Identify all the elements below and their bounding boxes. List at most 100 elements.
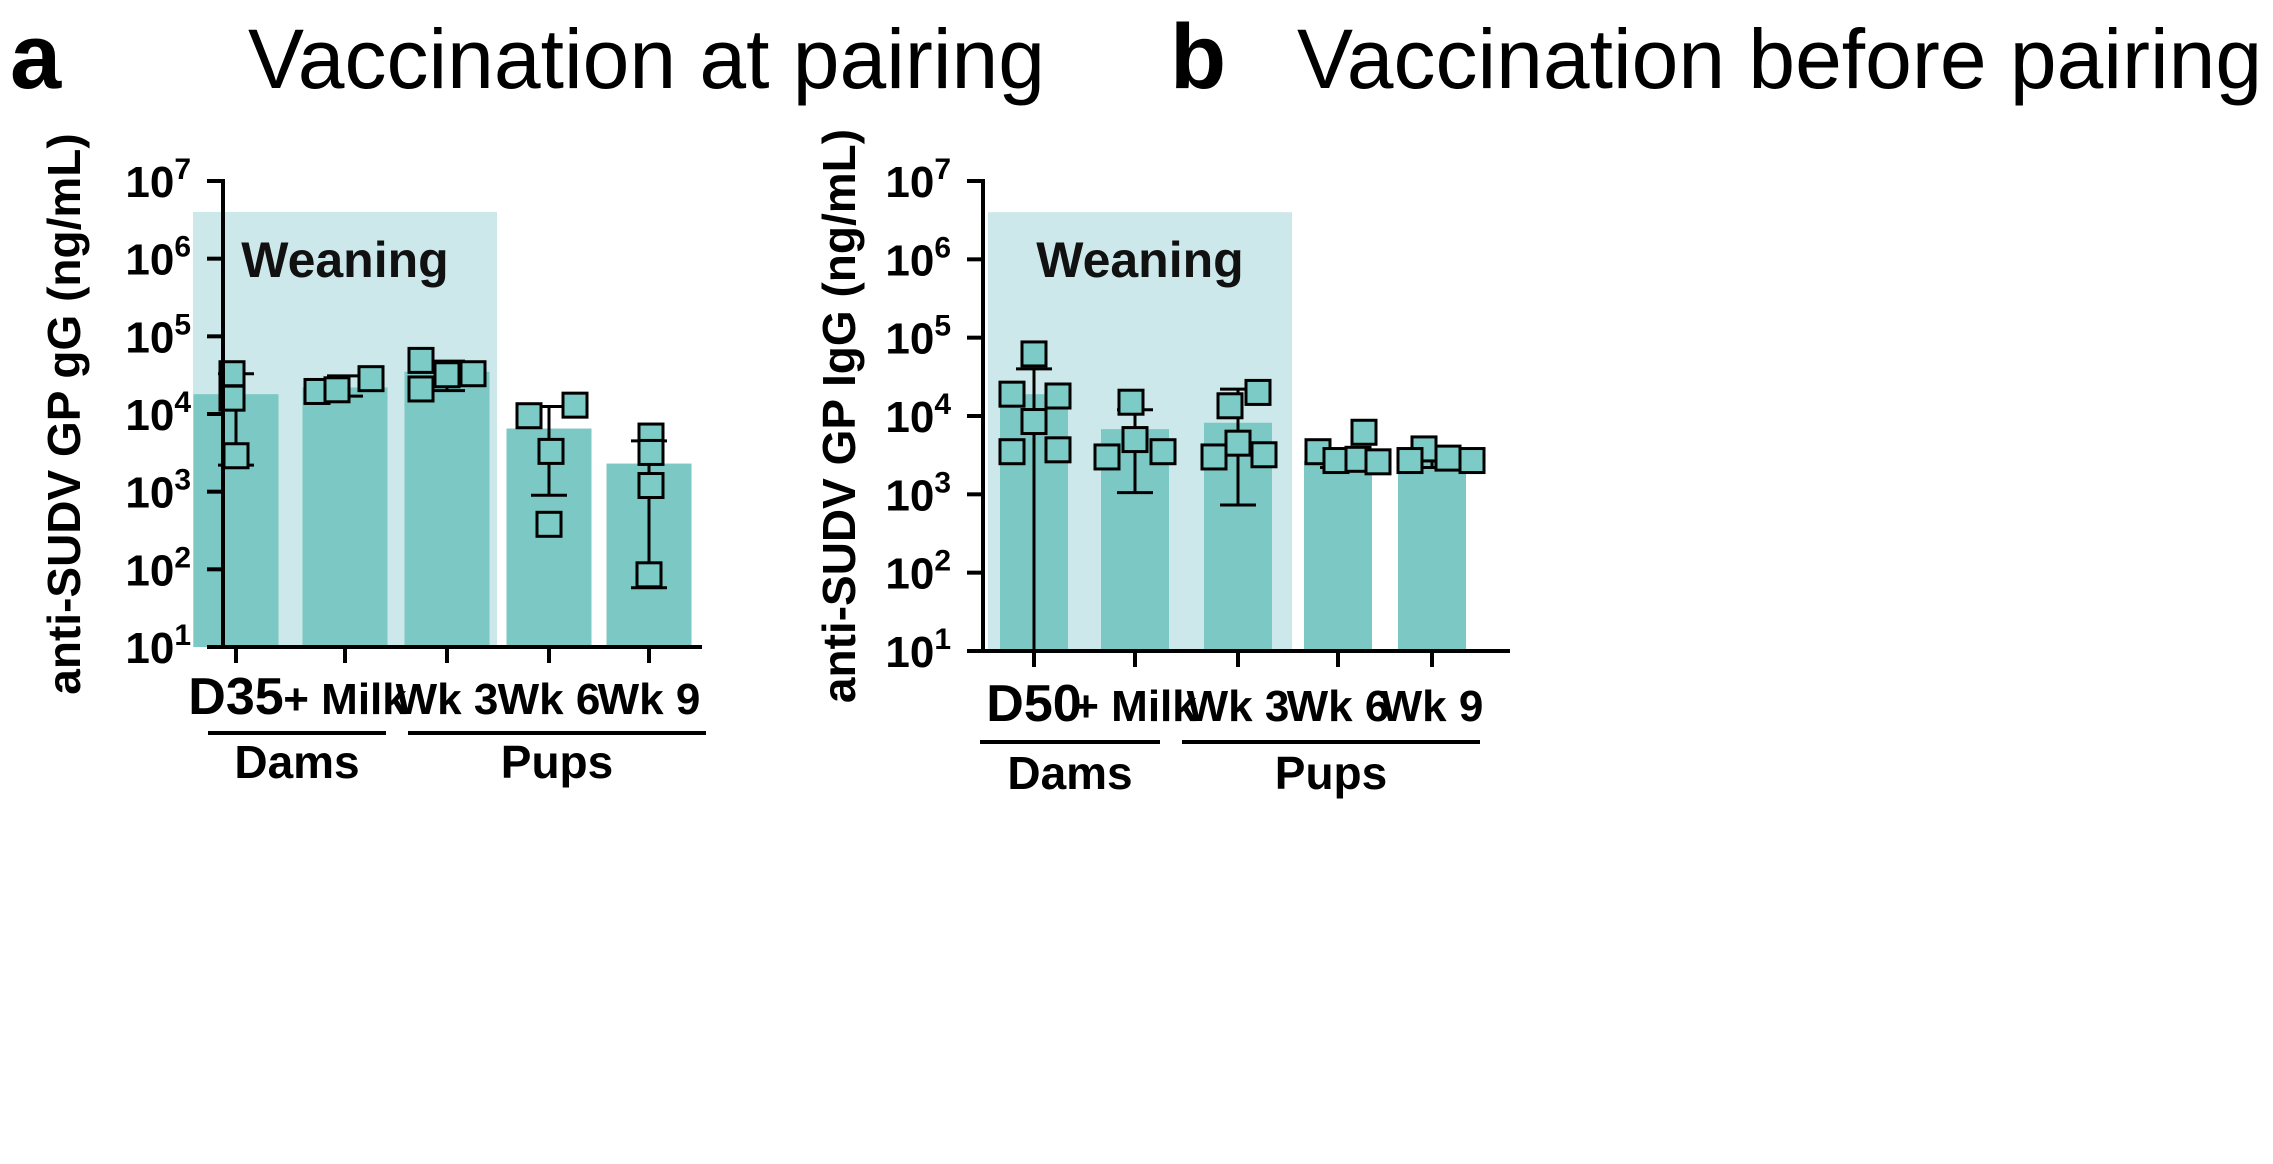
y-tick-label: 104 bbox=[125, 386, 191, 440]
panel-a-letter: a bbox=[10, 6, 62, 108]
category-label: Wk 3 bbox=[396, 675, 499, 724]
data-point bbox=[1364, 448, 1392, 476]
group-label-dams: Dams bbox=[1007, 747, 1132, 799]
data-point bbox=[537, 437, 565, 465]
bar-milk bbox=[302, 387, 388, 647]
y-tick-label: 107 bbox=[885, 153, 951, 207]
y-tick-label: 104 bbox=[885, 388, 951, 442]
y-tick-base: 10 bbox=[885, 236, 934, 285]
data-point bbox=[1224, 429, 1252, 457]
bar-wk-3 bbox=[404, 371, 490, 647]
y-tick-exponent: 6 bbox=[934, 231, 951, 264]
data-point bbox=[998, 380, 1026, 408]
data-point bbox=[515, 402, 543, 430]
y-tick-exponent: 5 bbox=[934, 310, 951, 343]
bar-wk-6 bbox=[1304, 460, 1372, 651]
panel-a-title: Vaccination at pairing bbox=[248, 12, 1045, 106]
data-point bbox=[1458, 447, 1486, 475]
category-label: Wk 3 bbox=[1187, 682, 1290, 731]
y-tick-exponent: 7 bbox=[174, 153, 191, 186]
category-label: + Milk bbox=[283, 675, 407, 724]
data-point bbox=[1044, 436, 1072, 464]
data-point bbox=[1396, 447, 1424, 475]
data-point bbox=[561, 391, 589, 419]
data-point bbox=[1200, 443, 1228, 471]
data-point bbox=[535, 510, 563, 538]
y-tick-exponent: 6 bbox=[174, 231, 191, 264]
panel-b-title: Vaccination before pairing bbox=[1297, 12, 2262, 106]
y-tick-label: 107 bbox=[125, 153, 191, 207]
y-tick-base: 10 bbox=[125, 624, 174, 673]
category-label: Wk 6 bbox=[1287, 682, 1390, 731]
y-tick-label: 102 bbox=[125, 541, 191, 595]
y-tick-base: 10 bbox=[885, 628, 934, 677]
data-point bbox=[1020, 340, 1048, 368]
y-tick-base: 10 bbox=[125, 158, 174, 207]
weaning-label: Weaning bbox=[241, 232, 448, 288]
data-point bbox=[635, 561, 663, 589]
y-tick-exponent: 3 bbox=[934, 466, 951, 499]
data-point bbox=[1322, 447, 1350, 475]
data-point bbox=[357, 365, 385, 393]
y-tick-base: 10 bbox=[125, 236, 174, 285]
category-label: D35 bbox=[188, 668, 283, 726]
data-point bbox=[1250, 441, 1278, 469]
y-tick-base: 10 bbox=[885, 471, 934, 520]
y-tick-exponent: 4 bbox=[174, 386, 191, 419]
y-tick-base: 10 bbox=[125, 469, 174, 518]
data-point bbox=[1149, 438, 1177, 466]
data-point bbox=[407, 346, 435, 374]
data-point bbox=[433, 361, 461, 389]
data-point bbox=[637, 438, 665, 466]
data-point bbox=[1121, 426, 1149, 454]
y-tick-label: 103 bbox=[125, 464, 191, 518]
category-label: + Milk bbox=[1073, 682, 1197, 731]
panel-b-letter: b bbox=[1170, 6, 1226, 108]
group-label-dams: Dams bbox=[234, 736, 359, 788]
y-tick-exponent: 2 bbox=[934, 545, 951, 578]
y-tick-exponent: 1 bbox=[934, 623, 951, 656]
y-tick-base: 10 bbox=[125, 391, 174, 440]
y-tick-label: 106 bbox=[885, 231, 951, 285]
y-tick-label: 101 bbox=[125, 619, 191, 673]
y-tick-label: 105 bbox=[885, 310, 951, 364]
weaning-label: Weaning bbox=[1036, 232, 1243, 288]
y-tick-exponent: 1 bbox=[174, 619, 191, 652]
y-tick-label: 106 bbox=[125, 231, 191, 285]
category-label: Wk 6 bbox=[498, 675, 601, 724]
y-tick-exponent: 5 bbox=[174, 308, 191, 341]
y-tick-exponent: 2 bbox=[174, 541, 191, 574]
group-label-pups: Pups bbox=[1275, 747, 1387, 799]
y-tick-base: 10 bbox=[885, 393, 934, 442]
category-label: D50 bbox=[986, 675, 1081, 733]
data-point bbox=[407, 375, 435, 403]
y-tick-label: 105 bbox=[125, 308, 191, 362]
y-axis-label: anti-SUDV GP gG (ng/mL) bbox=[38, 133, 90, 694]
y-tick-exponent: 4 bbox=[934, 388, 951, 421]
data-point bbox=[1117, 388, 1145, 416]
y-tick-base: 10 bbox=[125, 546, 174, 595]
data-point bbox=[1044, 382, 1072, 410]
data-point bbox=[1020, 408, 1048, 436]
data-point bbox=[1350, 418, 1378, 446]
y-tick-label: 102 bbox=[885, 545, 951, 599]
data-point bbox=[1093, 443, 1121, 471]
y-tick-base: 10 bbox=[885, 315, 934, 364]
y-tick-base: 10 bbox=[885, 158, 934, 207]
category-label: Wk 9 bbox=[598, 675, 701, 724]
y-tick-base: 10 bbox=[885, 550, 934, 599]
data-point bbox=[998, 438, 1026, 466]
y-tick-label: 101 bbox=[885, 623, 951, 677]
data-point bbox=[637, 472, 665, 500]
y-tick-exponent: 7 bbox=[934, 153, 951, 186]
y-tick-base: 10 bbox=[125, 313, 174, 362]
category-label: Wk 9 bbox=[1381, 682, 1484, 731]
y-axis-label: anti-SUDV GP IgG (ng/mL) bbox=[813, 129, 865, 703]
data-point bbox=[1244, 378, 1272, 406]
data-point bbox=[1216, 392, 1244, 420]
bar-wk-9 bbox=[1398, 460, 1466, 651]
y-tick-label: 103 bbox=[885, 466, 951, 520]
